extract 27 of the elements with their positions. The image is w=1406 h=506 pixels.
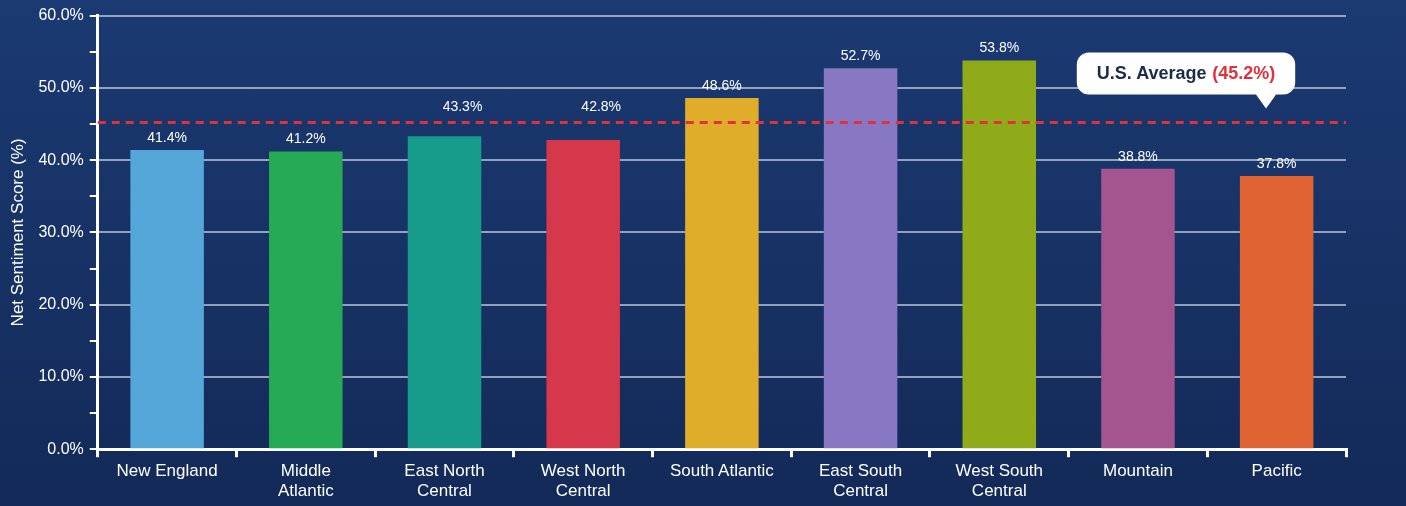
x-tick-label: East South Central: [818, 461, 903, 501]
data-label: 53.8%: [979, 39, 1020, 56]
y-tick-label: 30.0%: [38, 222, 84, 240]
y-tick-label: 10.0%: [38, 367, 84, 385]
data-label: 43.3%: [442, 98, 483, 115]
y-axis-title: Net Sentiment Score (%): [7, 138, 27, 327]
x-tick-label: West South Central: [955, 461, 1044, 501]
data-label: 41.4%: [147, 128, 187, 145]
data-label: 41.2%: [285, 130, 326, 147]
x-tick-label: East North Central: [404, 461, 485, 501]
y-tick-label: 50.0%: [38, 78, 84, 96]
data-label: 38.8%: [1118, 147, 1158, 164]
x-tick-label: South Atlantic: [669, 461, 775, 481]
x-tick-label: Mountain: [1102, 461, 1173, 481]
data-label: 52.7%: [840, 47, 881, 64]
data-label: 37.8%: [1256, 154, 1297, 171]
x-tick-label: Middle Atlantic: [277, 461, 335, 501]
y-tick-label: 0.0%: [47, 439, 84, 457]
x-tick-label: West North Central: [540, 461, 626, 501]
y-tick-label: 40.0%: [38, 150, 84, 168]
x-tick-label: New England: [116, 461, 218, 481]
y-tick-label: 20.0%: [38, 295, 84, 313]
x-tick-label: Pacific: [1251, 461, 1303, 481]
data-label: 42.8%: [581, 98, 622, 115]
data-label: 48.6%: [702, 76, 742, 93]
ref-line-label: U.S. Average (45.2%): [1096, 62, 1276, 83]
y-tick-label: 60.0%: [38, 6, 84, 24]
